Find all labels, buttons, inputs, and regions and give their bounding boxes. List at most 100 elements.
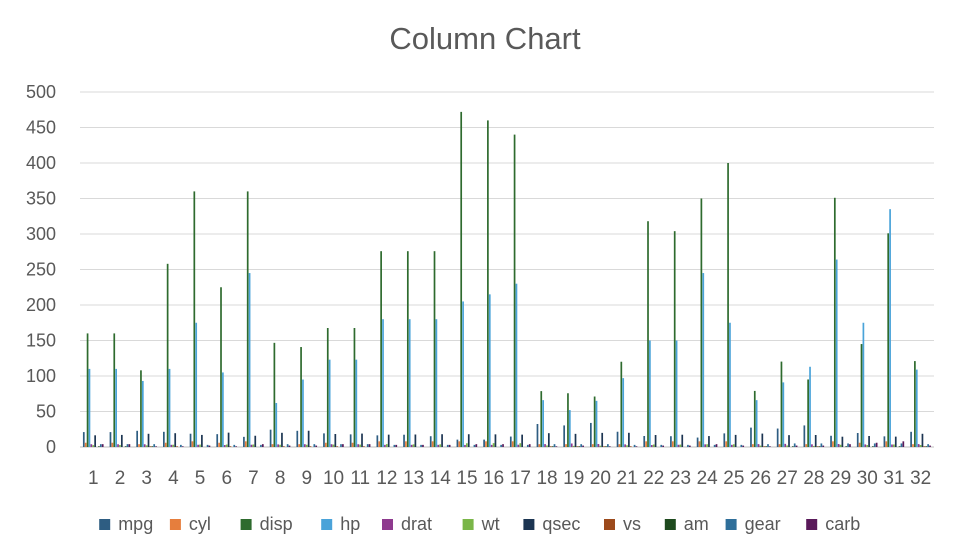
- bar-drat: [330, 444, 333, 447]
- legend-swatch-qsec: [523, 519, 535, 530]
- bar-vs: [923, 446, 926, 447]
- x-tick-label: 16: [483, 468, 504, 489]
- x-tick-label: 17: [510, 468, 531, 489]
- bar-hp: [248, 273, 251, 447]
- bar-mpg: [323, 433, 325, 447]
- bar-carb: [742, 445, 745, 447]
- bar-hp: [88, 368, 91, 447]
- legend-label-mpg: mpg: [118, 514, 153, 534]
- legend-label-disp: disp: [260, 514, 293, 534]
- bar-cyl: [164, 442, 167, 447]
- bar-wt: [812, 445, 815, 447]
- bar-wt: [839, 444, 842, 447]
- bar-qsec: [654, 435, 657, 447]
- bar-carb: [288, 445, 291, 447]
- bar-hp: [515, 283, 518, 447]
- bar-wt: [199, 444, 201, 447]
- bar-disp: [220, 287, 222, 447]
- bar-carb: [342, 444, 344, 447]
- bar-drat: [90, 444, 93, 447]
- bar-carb: [635, 446, 638, 447]
- legend-swatch-carb: [806, 519, 818, 530]
- bar-drat: [357, 444, 360, 447]
- bar-disp: [193, 191, 196, 447]
- bar-wt: [599, 445, 602, 447]
- bar-carb: [555, 446, 558, 447]
- legend-label-cyl: cyl: [189, 514, 211, 534]
- bar-hp: [195, 322, 198, 447]
- bar-cyl: [511, 441, 514, 447]
- bar-disp: [300, 347, 302, 447]
- bar-carb: [101, 444, 104, 447]
- bar-drat: [757, 444, 760, 447]
- bar-am: [605, 446, 607, 447]
- x-tick-label: 29: [830, 468, 851, 489]
- bar-qsec: [94, 435, 96, 447]
- bar-cyl: [405, 441, 407, 447]
- bar-wt: [252, 444, 255, 447]
- legend-label-drat: drat: [401, 514, 432, 534]
- x-tick-label: 3: [141, 468, 152, 489]
- bar-drat: [704, 444, 707, 447]
- bar-carb: [688, 445, 691, 447]
- bar-drat: [277, 444, 280, 447]
- bar-vs: [363, 446, 365, 447]
- bar-drat: [197, 444, 199, 447]
- bar-wt: [919, 445, 922, 447]
- bar-mpg: [296, 430, 299, 447]
- bar-cyl: [805, 444, 808, 447]
- bar-cyl: [858, 442, 861, 447]
- bar-cyl: [458, 441, 461, 447]
- bar-vs: [576, 446, 579, 447]
- bar-cyl: [218, 442, 220, 447]
- legend-swatch-disp: [240, 519, 252, 530]
- bar-cyl: [591, 444, 594, 447]
- bar-wt: [332, 444, 335, 447]
- bar-gear: [580, 444, 583, 447]
- legend-swatch-gear: [725, 519, 737, 530]
- bar-drat: [117, 444, 119, 447]
- bar-disp: [593, 396, 596, 447]
- bar-hp: [115, 368, 117, 447]
- bar-wt: [439, 444, 442, 447]
- bar-gear: [446, 444, 449, 447]
- legend-swatch-cyl: [169, 519, 181, 530]
- bar-cyl: [351, 442, 354, 447]
- bar-am: [925, 446, 928, 447]
- bar-gear: [767, 444, 769, 447]
- bar-gear: [633, 444, 636, 447]
- bar-hp: [889, 209, 891, 447]
- bar-disp: [753, 390, 756, 447]
- y-tick-label: 400: [26, 153, 56, 173]
- bar-wt: [119, 444, 121, 447]
- bar-wt: [412, 444, 415, 447]
- x-tick-label: 24: [697, 468, 719, 489]
- bar-vs: [149, 446, 152, 447]
- bar-gear: [366, 444, 369, 447]
- bar-qsec: [761, 433, 764, 447]
- legend-label-hp: hp: [340, 514, 360, 534]
- bar-qsec: [708, 436, 710, 447]
- bar-qsec: [494, 434, 497, 447]
- bar-qsec: [254, 435, 257, 447]
- bar-gear: [313, 444, 316, 447]
- bar-qsec: [894, 436, 897, 447]
- bar-vs: [549, 446, 552, 447]
- bar-mpg: [163, 431, 165, 447]
- bar-mpg: [189, 433, 192, 447]
- bar-mpg: [803, 425, 806, 447]
- bar-mpg: [349, 434, 352, 447]
- bar-drat: [837, 444, 840, 447]
- bar-drat: [384, 444, 386, 447]
- x-tick-label: 4: [168, 468, 179, 489]
- bar-disp: [807, 379, 809, 447]
- bar-mpg: [243, 436, 245, 447]
- legend-label-vs: vs: [623, 514, 641, 534]
- bar-qsec: [281, 432, 283, 447]
- bar-carb: [208, 445, 211, 447]
- bar-mpg: [883, 436, 886, 447]
- bar-wt: [385, 444, 388, 447]
- bar-gear: [393, 444, 396, 447]
- bar-gear: [553, 444, 556, 447]
